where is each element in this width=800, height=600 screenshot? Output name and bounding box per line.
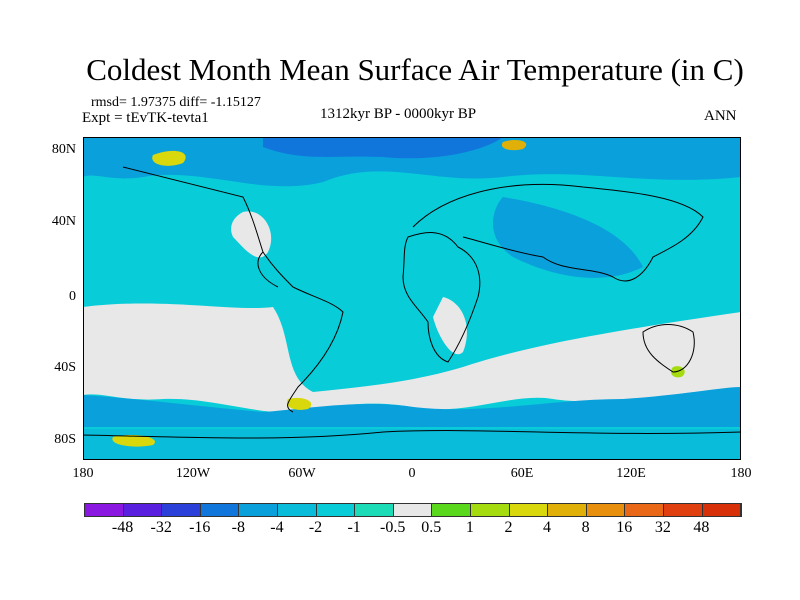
colorbar-box: [239, 504, 278, 516]
field-warm-greenland: [152, 150, 186, 166]
colorbar-label: 4: [543, 519, 552, 536]
lon-label: 120E: [616, 466, 646, 481]
colorbar-label: -4: [270, 519, 284, 536]
colorbar-box: [432, 504, 471, 516]
colorbar-label: 48: [693, 519, 710, 536]
field-warm-antarctic-a: [112, 434, 155, 447]
colorbar-box: [355, 504, 394, 516]
colorbar-label: -32: [150, 519, 172, 536]
stats-text: rmsd= 1.97375 diff= -1.15127: [91, 95, 261, 110]
lon-label: 60W: [288, 466, 316, 481]
field-neutral-africa: [433, 297, 467, 355]
colorbar-label: -16: [189, 519, 211, 536]
field-cold-north: [83, 137, 741, 187]
colorbar: [84, 503, 742, 517]
coastlines: [83, 166, 741, 439]
lon-label: 180: [730, 466, 752, 481]
lat-label: 0: [69, 289, 76, 304]
colorbar-box: [85, 504, 124, 516]
colorbar-box: [200, 504, 240, 516]
colorbar-box: [509, 504, 549, 516]
field-warm-antarctic-b: [286, 397, 312, 410]
colorbar-label: 16: [616, 519, 633, 536]
field-antarctic: [83, 429, 741, 460]
colorbar-box: [663, 504, 703, 516]
lat-label: 80S: [54, 432, 76, 447]
colorbar-box: [586, 504, 626, 516]
colorbar-label: -0.5: [380, 519, 406, 536]
lat-label: 80N: [51, 142, 76, 157]
lon-label: 120W: [175, 466, 211, 481]
field-southern-ocean: [83, 387, 741, 427]
lon-label: 60E: [510, 466, 534, 481]
field-neutral-south: [83, 303, 741, 413]
colorbar-box: [316, 504, 356, 516]
lat-label: 40S: [54, 360, 76, 375]
colorbar-label: 2: [504, 519, 513, 536]
season-label: ANN: [704, 108, 737, 124]
colorbar-label: -2: [308, 519, 323, 536]
plot-title: Coldest Month Mean Surface Air Temperatu…: [86, 52, 744, 87]
field-cold-asia: [493, 197, 643, 278]
colorbar-label: 8: [581, 519, 590, 536]
field-warm-arctic-east: [501, 139, 527, 151]
colorbar-label: 1: [465, 519, 474, 536]
lon-label: 0: [408, 466, 416, 481]
colorbar-box: [625, 504, 664, 516]
colorbar-box: [277, 504, 317, 516]
lat-label: 40N: [51, 214, 76, 229]
colorbar-box: [548, 504, 587, 516]
lon-label: 180: [72, 466, 94, 481]
colorbar-label: -8: [231, 519, 246, 536]
period-label: 1312kyr BP - 0000kyr BP: [320, 106, 477, 122]
colorbar-box: [393, 504, 433, 516]
colorbar-box: [162, 504, 201, 516]
colorbar-label: 32: [654, 519, 671, 536]
colorbar-box: [470, 504, 510, 516]
colorbar-box: [702, 504, 742, 516]
map-frame: [83, 137, 741, 460]
field-cold-arctic: [263, 137, 503, 159]
colorbar-label: -48: [111, 519, 134, 536]
experiment-label: Expt = tEvTK-tevta1: [82, 110, 209, 126]
colorbar-label: -1: [347, 519, 361, 536]
temperature-map: [83, 137, 741, 460]
colorbar-label: 0.5: [421, 519, 442, 536]
colorbar-box: [123, 504, 163, 516]
